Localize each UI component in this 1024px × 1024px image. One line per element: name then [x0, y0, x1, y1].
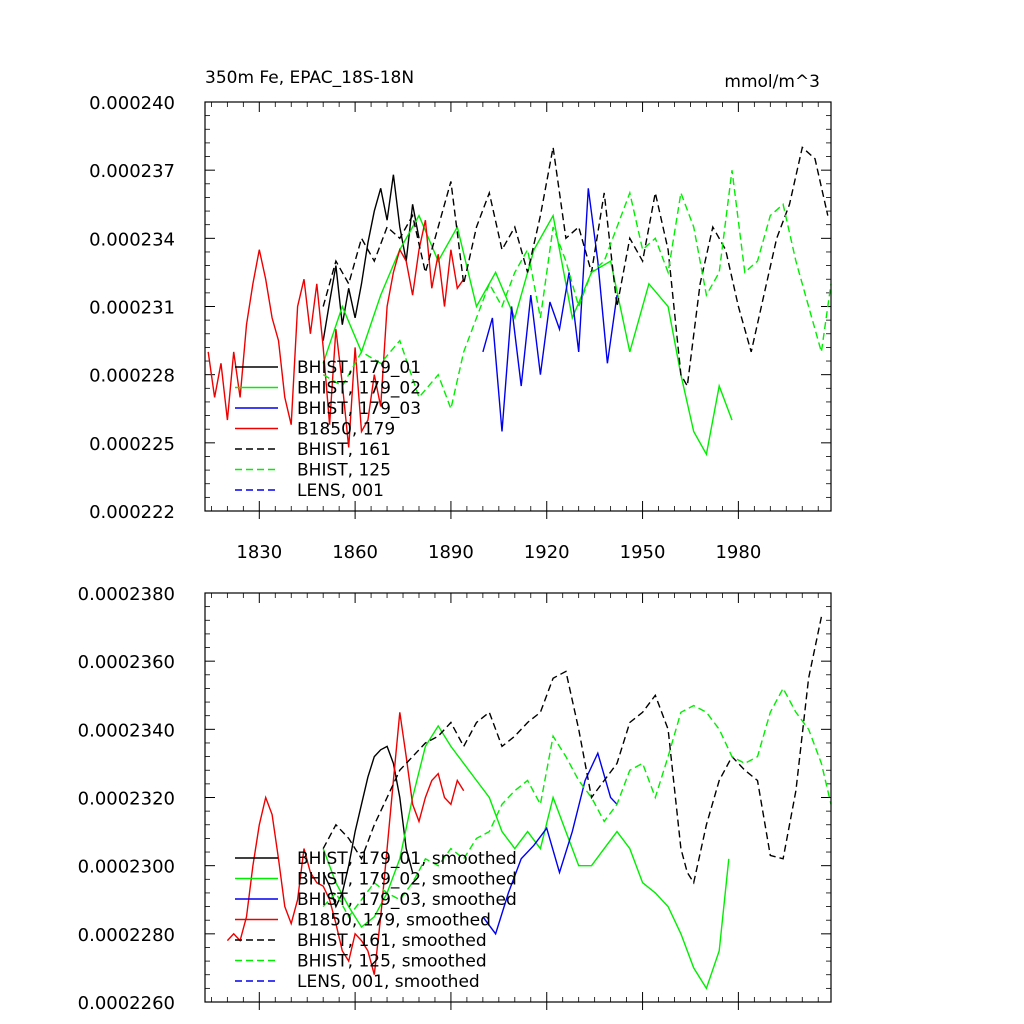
y-tick-label: 0.0002260 — [78, 993, 175, 1014]
top-panel: 350m Fe, EPAC_18S-18N mmol/m^3 1830 1860 1… — [89, 68, 832, 563]
y-tick-label: 0.0002380 — [78, 584, 175, 605]
legend-label-6: BHIST, 125, smoothed — [297, 952, 487, 972]
series-line-3 — [482, 751, 618, 936]
x-tick-label: 1890 — [428, 542, 474, 563]
legend-label-2: BHIST, 179_02 — [297, 379, 421, 399]
bottom-panel: 0.0002260 0.0002280 0.0002300 0.0002320 0.00… — [78, 584, 832, 1014]
y-tick-label: 0.0002280 — [78, 925, 175, 946]
legend-label-4: B1850, 179 — [297, 420, 395, 440]
series-line-6 — [322, 170, 832, 412]
bottom-plot-frame — [204, 592, 832, 1003]
x-tick-label: 1830 — [236, 542, 282, 563]
legend-label-6: BHIST, 125 — [297, 461, 391, 481]
y-tick-label: 0.0002360 — [78, 652, 175, 673]
series-line-5 — [322, 146, 829, 389]
legend-label-3: BHIST, 179_03, smoothed — [297, 890, 517, 910]
series-line-1 — [322, 745, 414, 909]
legend-label-1: BHIST, 179_01, smoothed — [297, 849, 517, 869]
top-chart-title: 350m Fe, EPAC_18S-18N — [205, 68, 414, 88]
series-line-3 — [482, 188, 618, 432]
y-tick-label: 0.000225 — [89, 434, 175, 455]
series-line-6 — [322, 686, 832, 919]
series-line-2 — [322, 213, 733, 457]
legend-label-3: BHIST, 179_03 — [297, 399, 421, 419]
top-plot-area — [207, 146, 832, 457]
x-tick-label: 1950 — [620, 542, 666, 563]
y-tick-label: 0.000228 — [89, 366, 175, 387]
legend-label-7: LENS, 001, smoothed — [297, 972, 480, 992]
y-tick-label: 0.0002300 — [78, 857, 175, 878]
x-tick-label: 1860 — [332, 542, 378, 563]
legend-label-5: BHIST, 161 — [297, 440, 391, 460]
y-tick-label: 0.000240 — [89, 93, 175, 114]
y-tick-label: 0.000237 — [89, 161, 175, 182]
top-chart-units: mmol/m^3 — [724, 72, 820, 92]
legend-label-1: BHIST, 179_01 — [297, 358, 421, 378]
series-line-4 — [226, 712, 465, 975]
bottom-plot-area — [226, 616, 832, 991]
series-line-2 — [322, 724, 730, 991]
legend-label-4: B1850, 179, smoothed — [297, 911, 491, 931]
legend-label-2: BHIST, 179_02, smoothed — [297, 870, 517, 890]
series-line-5 — [322, 616, 823, 885]
bottom-axes: 0.0002260 0.0002280 0.0002300 0.0002320 0.00… — [78, 584, 831, 1014]
x-tick-label: 1980 — [715, 542, 761, 563]
legend-label-7: LENS, 001 — [297, 481, 384, 501]
top-axes: 1830 1860 1890 1920 1950 1980 0.000222 0.000225… — [89, 93, 831, 563]
y-tick-label: 0.000231 — [89, 298, 175, 319]
series-line-4 — [207, 220, 465, 448]
x-tick-label: 1920 — [524, 542, 570, 563]
y-tick-label: 0.000222 — [89, 502, 175, 523]
y-tick-label: 0.000234 — [89, 229, 175, 250]
top-plot-frame — [204, 101, 832, 512]
y-tick-label: 0.0002340 — [78, 720, 175, 741]
legend-label-5: BHIST, 161, smoothed — [297, 931, 487, 951]
y-tick-label: 0.0002320 — [78, 789, 175, 810]
